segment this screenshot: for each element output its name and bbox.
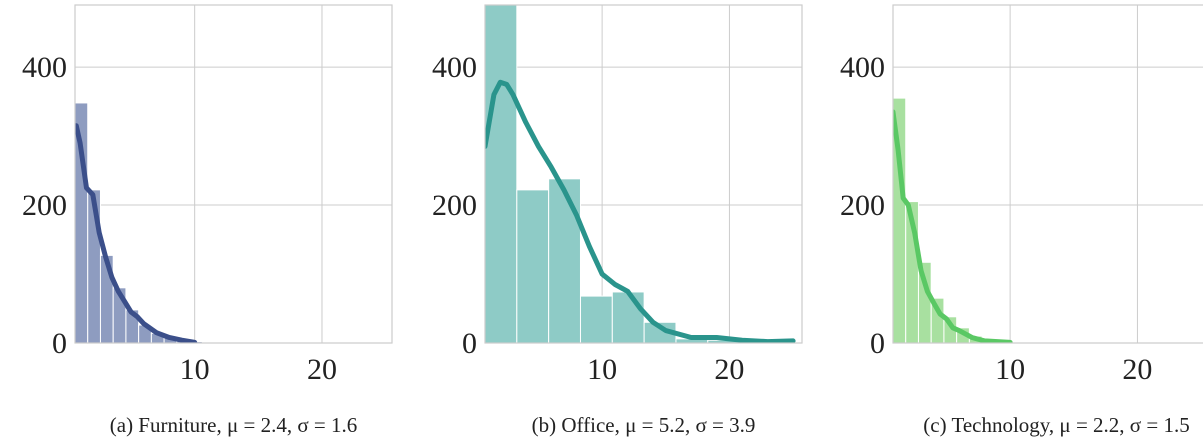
plot-frame [484, 4, 803, 344]
histogram-bar [516, 189, 550, 343]
y-tick-label: 0 [52, 327, 67, 360]
y-tick-label: 400 [22, 51, 67, 84]
y-tick-label: 0 [462, 327, 477, 360]
y-tick-label: 400 [432, 51, 477, 84]
plot-area [485, 5, 802, 343]
caption: (b) Office, μ = 5.2, σ = 3.9 [532, 413, 756, 437]
caption: (c) Technology, μ = 2.2, σ = 1.5 [923, 413, 1189, 437]
histogram-bar [611, 291, 645, 343]
subplot: 0 200 400 10 20 (c) Technology, μ = 2.2, σ = … [840, 4, 1203, 437]
y-tick-label: 200 [432, 189, 477, 222]
y-tick-label: 200 [22, 189, 67, 222]
kde-line [75, 123, 198, 343]
plot-frame [892, 4, 1203, 344]
kde-line [893, 109, 1013, 343]
plot-frame [74, 4, 393, 344]
x-tick-label: 20 [714, 353, 744, 386]
x-tick-label: 20 [1122, 353, 1152, 386]
plot-area [893, 97, 1013, 343]
y-tick-label: 0 [870, 327, 885, 360]
plot-area [75, 102, 203, 343]
x-tick-label: 10 [587, 353, 617, 386]
histogram-bar [548, 178, 581, 343]
kde-line [485, 79, 796, 343]
y-tick-label: 200 [840, 189, 885, 222]
histogram-bar [485, 5, 518, 343]
x-tick-label: 20 [307, 353, 337, 386]
caption: (a) Furniture, μ = 2.4, σ = 1.6 [110, 413, 357, 437]
x-tick-label: 10 [180, 353, 210, 386]
subplot: 0 200 400 10 20 (b) Office, μ = 5.2, σ = 3.9 [432, 4, 803, 437]
y-tick-label: 400 [840, 51, 885, 84]
x-tick-label: 10 [995, 353, 1025, 386]
subplot: 0 200 400 10 20 (a) Furniture, μ = 2.4, σ = 1… [22, 4, 393, 437]
histogram-bar [579, 295, 613, 343]
